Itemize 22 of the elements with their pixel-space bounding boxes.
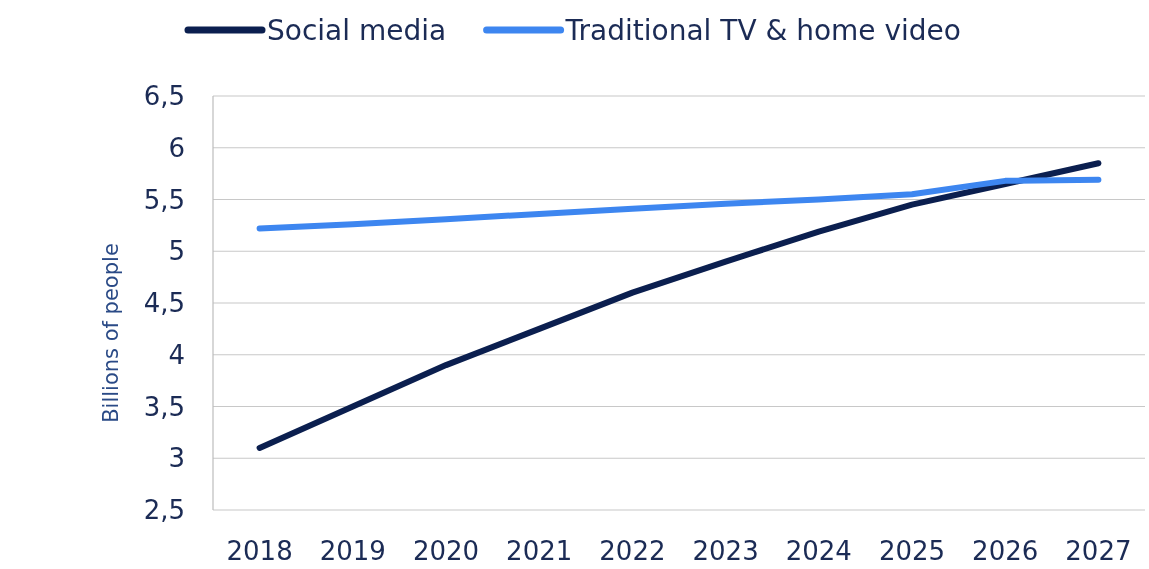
y-tick-label: 2,5 bbox=[143, 495, 185, 526]
x-tick-label: 2027 bbox=[1065, 536, 1132, 566]
x-tick-label: 2026 bbox=[972, 536, 1039, 566]
x-tick-label: 2023 bbox=[692, 536, 759, 566]
x-tick-label: 2019 bbox=[319, 536, 386, 566]
y-tick-label: 6 bbox=[168, 132, 185, 163]
y-tick-label: 6,5 bbox=[143, 81, 185, 112]
y-tick-label: 5,5 bbox=[143, 184, 185, 215]
y-tick-label: 4,5 bbox=[143, 288, 185, 319]
legend-label: Traditional TV & home video bbox=[564, 14, 961, 47]
y-tick-label: 5 bbox=[168, 236, 185, 267]
x-tick-label: 2018 bbox=[226, 536, 293, 566]
y-axis-title: Billions of people bbox=[99, 243, 123, 423]
legend-label: Social media bbox=[267, 14, 447, 47]
x-tick-label: 2022 bbox=[599, 536, 666, 566]
y-tick-label: 4 bbox=[168, 339, 185, 370]
x-tick-label: 2020 bbox=[412, 536, 480, 566]
y-tick-label: 3 bbox=[168, 443, 185, 474]
y-tick-label: 3,5 bbox=[143, 391, 185, 422]
x-tick-label: 2024 bbox=[785, 536, 852, 566]
x-tick-label: 2025 bbox=[878, 536, 946, 566]
x-tick-label: 2021 bbox=[506, 536, 573, 566]
